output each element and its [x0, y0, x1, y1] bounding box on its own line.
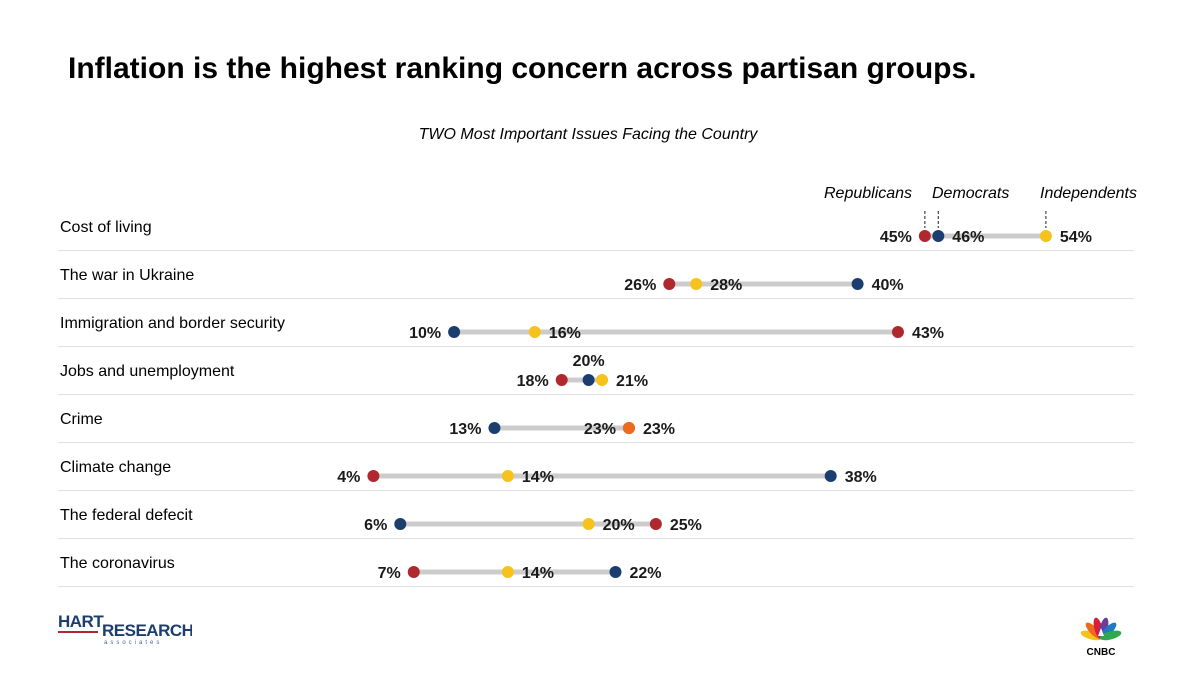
- row-divider: [58, 394, 1134, 395]
- value-label-independents: 14%: [522, 565, 554, 582]
- dot-independents: [690, 278, 703, 290]
- cnbc-peacock-logo: CNBC: [1080, 617, 1122, 656]
- dot-republicans: [367, 470, 380, 482]
- row-divider: [58, 346, 1134, 347]
- value-label-republicans: 43%: [912, 325, 944, 342]
- value-label-independents: 54%: [1060, 229, 1092, 246]
- dot-democrats: [488, 422, 501, 434]
- dot-independents: [596, 374, 609, 386]
- value-label-republicans: 18%: [517, 373, 549, 390]
- row-divider: [58, 250, 1134, 251]
- row-label-crime: Crime: [60, 411, 103, 428]
- row-label-cost-of-living: Cost of living: [60, 219, 152, 236]
- value-label-democrats: 20%: [573, 353, 605, 370]
- legend-independents: Independents: [1040, 185, 1137, 202]
- value-label-republicans: 26%: [624, 277, 656, 294]
- value-label-republicans: 23%: [584, 421, 616, 438]
- value-label-democrats: 38%: [845, 469, 877, 486]
- value-label-independents: 20%: [603, 517, 635, 534]
- row-divider: [58, 442, 1134, 443]
- chart-subtitle: TWO Most Important Issues Facing the Cou…: [418, 126, 758, 143]
- hart-logo-tagline: associates: [104, 640, 162, 646]
- dot-democrats: [448, 326, 461, 338]
- row-label-coronavirus: The coronavirus: [60, 555, 175, 572]
- chart-title: Inflation is the highest ranking concern…: [68, 52, 977, 85]
- value-label-republicans: 25%: [670, 517, 702, 534]
- row-label-immigration: Immigration and border security: [60, 315, 285, 332]
- dot-democrats: [851, 278, 864, 290]
- row-label-jobs: Jobs and unemployment: [60, 363, 235, 380]
- hart-logo-word2: RESEARCH: [102, 621, 192, 640]
- legend-democrats: Democrats: [932, 185, 1010, 202]
- row-label-federal-defecit: The federal defecit: [60, 507, 193, 524]
- dot-democrats: [824, 470, 837, 482]
- dot-independents: [528, 326, 541, 338]
- cnbc-logo-text: CNBC: [1087, 647, 1116, 656]
- dot-independents: [501, 566, 514, 578]
- row-divider: [58, 298, 1134, 299]
- row-label-war-in-ukraine: The war in Ukraine: [60, 267, 195, 284]
- value-label-democrats: 6%: [364, 517, 387, 534]
- hart-research-logo: HART RESEARCH associates: [58, 614, 192, 646]
- dot-democrats: [582, 374, 595, 386]
- hart-logo-rule: [58, 631, 98, 633]
- legend-republicans: Republicans: [824, 185, 913, 202]
- value-label-independents: 23%: [643, 421, 675, 438]
- row-divider: [58, 538, 1134, 539]
- value-label-independents: 21%: [616, 373, 648, 390]
- dot-independents: [501, 470, 514, 482]
- dot-republicans: [918, 230, 931, 242]
- dot-independents: [1039, 230, 1052, 242]
- dot-republicans: [555, 374, 568, 386]
- dot-democrats: [394, 518, 407, 530]
- value-label-democrats: 10%: [409, 325, 441, 342]
- value-label-democrats: 13%: [449, 421, 481, 438]
- value-label-independents: 16%: [549, 325, 581, 342]
- value-label-independents: 14%: [522, 469, 554, 486]
- hart-logo-word1: HART: [58, 614, 104, 631]
- dot-republicans: [663, 278, 676, 290]
- dot-republicans: [649, 518, 662, 530]
- value-label-republicans: 7%: [378, 565, 401, 582]
- row-divider: [58, 490, 1134, 491]
- value-label-republicans: 4%: [337, 469, 360, 486]
- value-label-democrats: 46%: [952, 229, 984, 246]
- row-label-climate-change: Climate change: [60, 459, 172, 476]
- value-label-democrats: 22%: [630, 565, 662, 582]
- dot-democrats: [609, 566, 622, 578]
- dot-independents: [622, 422, 635, 434]
- value-label-democrats: 40%: [872, 277, 904, 294]
- row-divider: [58, 586, 1134, 587]
- value-label-republicans: 45%: [880, 229, 912, 246]
- value-label-independents: 28%: [710, 277, 742, 294]
- dot-independents: [582, 518, 595, 530]
- dot-republicans: [891, 326, 904, 338]
- dot-democrats: [932, 230, 945, 242]
- dot-republicans: [407, 566, 420, 578]
